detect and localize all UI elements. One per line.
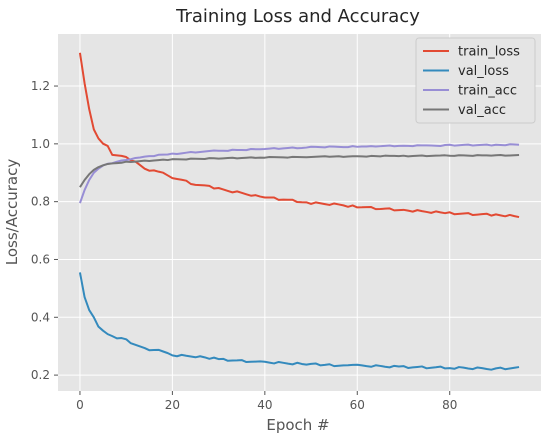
legend-label: train_acc (458, 84, 517, 99)
y-tick-label: 0.4 (31, 310, 50, 324)
y-tick-label: 0.2 (31, 368, 50, 382)
y-tick-label: 1.0 (31, 137, 50, 151)
x-axis-ticks: 0 20 40 60 80 (76, 391, 457, 412)
y-tick-label: 0.6 (31, 252, 50, 266)
x-tick-label: 40 (257, 398, 272, 412)
legend-box (415, 37, 536, 124)
x-tick-label: 20 (165, 398, 180, 412)
y-axis-label: Loss/Accuracy (3, 159, 21, 266)
x-axis-label: Epoch # (266, 416, 329, 434)
series-layer (78, 52, 520, 371)
series-line-train-loss (78, 52, 520, 219)
chart-title: Training Loss and Accuracy (175, 6, 420, 27)
legend-label: val_acc (458, 103, 506, 118)
series-line-train-acc (79, 143, 520, 204)
legend-label: val_loss (458, 64, 509, 79)
legend: train_loss val_loss train_acc val_acc (415, 37, 536, 124)
series-line-val-loss (78, 272, 520, 371)
series-line-val-acc (79, 154, 520, 188)
x-tick-label: 60 (350, 398, 365, 412)
x-tick-label: 80 (442, 398, 457, 412)
y-tick-label: 0.8 (31, 195, 50, 209)
y-axis-ticks: 0.2 0.4 0.6 0.8 1.0 1.2 (31, 79, 58, 382)
legend-label: train_loss (458, 45, 520, 60)
y-tick-label: 1.2 (31, 79, 50, 93)
x-tick-label: 0 (76, 398, 84, 412)
